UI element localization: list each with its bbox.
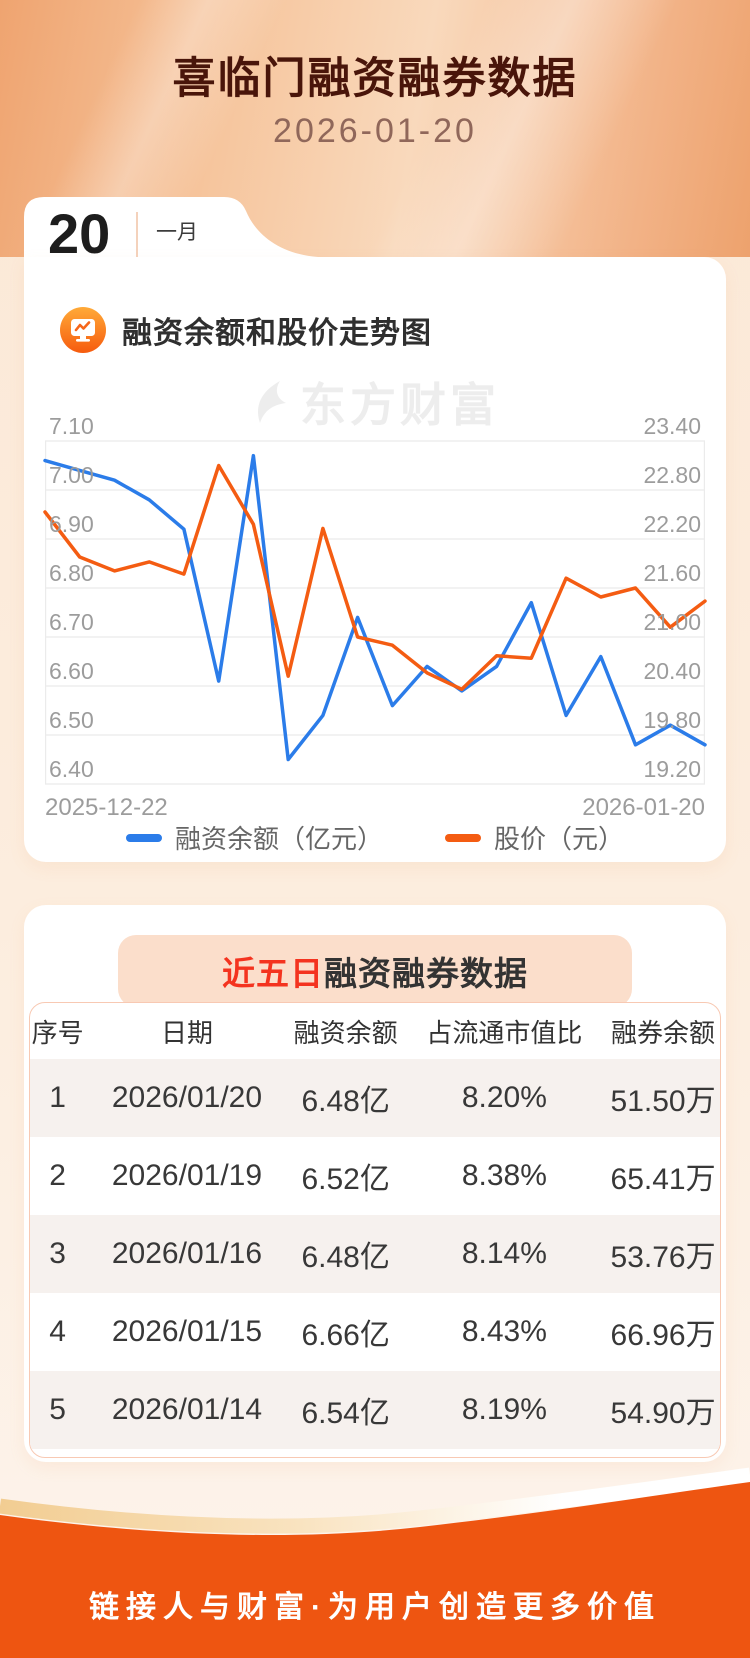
table-cell: 2	[49, 1159, 66, 1192]
table-title-banner: 近五日 融资融券数据	[118, 935, 632, 1007]
calendar-divider	[136, 212, 138, 268]
right-axis-tick: 22.80	[643, 462, 701, 488]
table-row: 3 2026/01/16 6.48亿 8.14% 53.76万	[30, 1215, 720, 1293]
calendar-day: 20	[48, 202, 111, 265]
table-cell: 3	[49, 1237, 66, 1270]
left-axis-tick: 6.50	[49, 707, 94, 733]
watermark: 东方财富	[24, 369, 726, 435]
table-title-highlight: 近五日	[222, 955, 324, 992]
series-line-price	[43, 463, 707, 692]
table-row: 2 2026/01/19 6.52亿 8.38% 65.41万	[30, 1137, 720, 1215]
left-axis-tick: 7.00	[49, 462, 94, 488]
gold-wave-stripe	[0, 1467, 750, 1534]
table-title-rest: 融资融券数据	[324, 955, 528, 992]
calendar-month: 一月	[156, 221, 198, 244]
legend-item-financing-balance: 融资余额（亿元）	[125, 819, 383, 856]
left-axis-tick: 7.10	[49, 413, 94, 439]
x-axis-labels: 2025-12-22 2026-01-20	[45, 794, 705, 822]
legend-item-stock-price: 股价（元）	[445, 819, 624, 856]
page-date: 2026-01-20	[273, 112, 477, 150]
table-cell: 8.38%	[461, 1159, 547, 1192]
table-row: 1 2026/01/20 6.48亿 8.20% 51.50万	[30, 1059, 720, 1137]
series-line-financing	[43, 453, 707, 762]
footer-slogan: 链接人与财富·为用户创造更多价值	[89, 1591, 661, 1624]
legend-swatch-blue	[125, 833, 162, 842]
left-axis-tick: 6.90	[49, 511, 94, 537]
table-cell: 6.54亿	[301, 1397, 390, 1430]
table-cell: 66.96万	[610, 1319, 716, 1352]
table-cell: 8.19%	[461, 1393, 547, 1426]
table-cell: 5	[49, 1393, 66, 1426]
calendar-tab: 20 一月 星期二	[24, 197, 324, 287]
table-cell: 54.90万	[610, 1397, 716, 1430]
margin-data-table: 序号 日期 融资余额 占流通市值比 融券余额 1 2026/01/20 6.48亿 8.20%…	[29, 1002, 721, 1458]
left-axis-tick: 6.40	[49, 756, 94, 782]
table-cell: 6.48亿	[301, 1085, 390, 1118]
chart-legend: 融资余额（亿元） 股价（元）	[24, 819, 726, 856]
column-header: 融资余额	[293, 1017, 398, 1048]
page-title: 喜临门融资融券数据	[172, 55, 578, 103]
left-axis-tick: 6.70	[49, 609, 94, 635]
table-header-row: 序号 日期 融资余额 占流通市值比 融券余额	[30, 1003, 720, 1059]
column-header: 序号	[31, 1017, 84, 1048]
x-axis-label-end: 2026-01-20	[582, 794, 705, 821]
table-cell: 2026/01/14	[111, 1393, 263, 1426]
table-row: 4 2026/01/15 6.66亿 8.43% 66.96万	[30, 1293, 720, 1371]
left-axis-tick: 6.80	[49, 560, 94, 586]
trend-chart: 7.10 7.00 6.90 6.80 6.70 6.60 6.50 6.40 23.40 22.…	[43, 413, 707, 785]
table-cell: 2026/01/15	[111, 1315, 263, 1348]
table-row: 5 2026/01/14 6.54亿 8.19% 54.90万	[30, 1371, 720, 1449]
table-cell: 2026/01/19	[111, 1159, 263, 1192]
x-axis-label-start: 2025-12-22	[45, 794, 168, 821]
table-cell: 8.43%	[461, 1315, 547, 1348]
legend-label: 融资余额（亿元）	[174, 824, 383, 854]
footer-wave: 链接人与财富·为用户创造更多价值	[0, 1462, 750, 1658]
table-cell: 2026/01/16	[111, 1237, 263, 1270]
column-header: 占流通市值比	[426, 1017, 583, 1048]
table-cell: 1	[49, 1081, 66, 1114]
watermark-text: 东方财富	[300, 379, 500, 431]
calendar-tab-shape	[24, 197, 318, 257]
right-axis-tick: 19.20	[643, 756, 701, 782]
table-cell: 6.52亿	[301, 1163, 390, 1196]
column-header: 融券余额	[611, 1017, 716, 1048]
chart-card: 融资余额和股价走势图 东方财富 7.10 7.00 6.90 6.80 6.70 6.60…	[24, 257, 726, 862]
chart-section-title: 融资余额和股价走势图	[122, 317, 432, 350]
table-cell: 4	[49, 1315, 66, 1348]
left-axis-tick: 6.60	[49, 658, 94, 684]
legend-label: 股价（元）	[494, 824, 625, 854]
table-cell: 8.14%	[461, 1237, 547, 1270]
right-axis-tick: 21.00	[643, 609, 701, 635]
right-axis-tick: 23.40	[643, 413, 701, 439]
table-cell: 2026/01/20	[111, 1081, 263, 1114]
watermark-logo-icon	[258, 381, 286, 423]
table-cell: 6.48亿	[301, 1241, 390, 1274]
legend-swatch-orange	[445, 833, 481, 842]
right-axis-tick: 19.80	[643, 707, 701, 733]
chart-section-header: 融资余额和股价走势图	[60, 307, 432, 353]
table-cell: 8.20%	[461, 1081, 547, 1114]
table-cell: 6.66亿	[301, 1319, 390, 1352]
data-table: 序号 日期 融资余额 占流通市值比 融券余额 1 2026/01/20 6.48亿 8.20%…	[30, 1003, 720, 1449]
right-axis-tick: 21.60	[643, 560, 701, 586]
column-header: 日期	[160, 1017, 213, 1048]
chart-plot	[43, 440, 707, 785]
right-axis-tick: 22.20	[643, 511, 701, 537]
orange-wave	[0, 1482, 750, 1658]
table-cell: 51.50万	[610, 1085, 716, 1118]
chart-board-icon	[60, 307, 106, 353]
right-axis-tick: 20.40	[643, 658, 701, 684]
table-cell: 53.76万	[610, 1241, 716, 1274]
table-cell: 65.41万	[610, 1163, 716, 1196]
